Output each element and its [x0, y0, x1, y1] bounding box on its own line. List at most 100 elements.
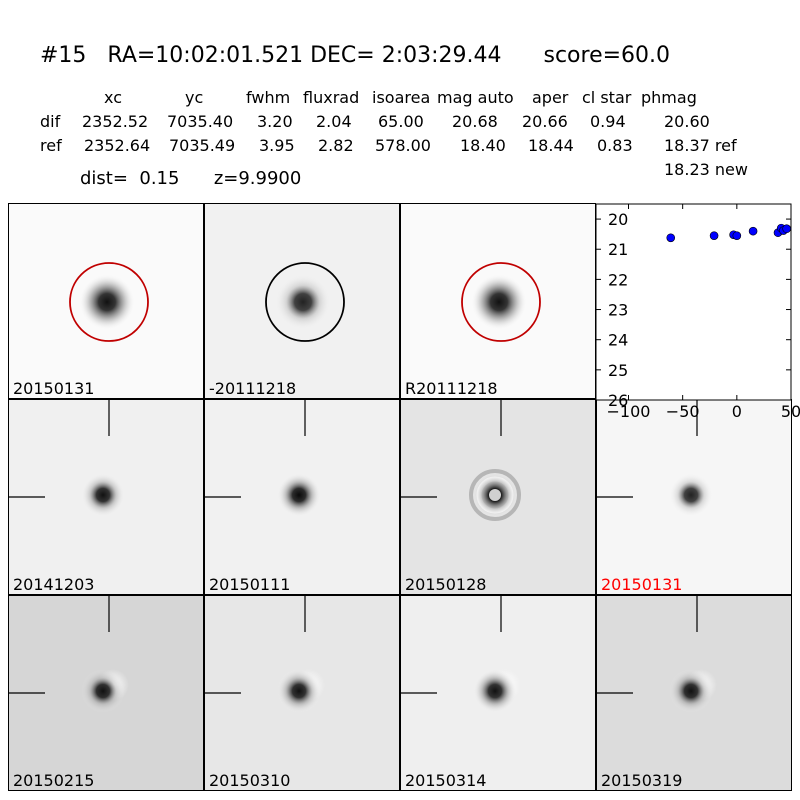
source-blob [79, 274, 135, 330]
table-cell: 2352.52 [82, 112, 149, 131]
table-cell: 18.40 [460, 136, 506, 155]
source-blob [81, 669, 125, 713]
stamp-date-label: -20111218 [209, 379, 297, 398]
data-point [709, 231, 719, 240]
image-stamp: 20150215 [8, 595, 204, 791]
column-header: aper [532, 88, 569, 107]
image-stamp: 20150131 [8, 203, 204, 399]
stamp-date-label: 20141203 [13, 575, 95, 594]
stamp-date-label: R20111218 [405, 379, 498, 398]
candidate-id: #15 [40, 43, 87, 68]
source-blob [275, 274, 331, 330]
table-cell: 2.82 [318, 136, 354, 155]
light-curve-panel: −100 −50 0 50 20 21 22 23 24 25 26 [596, 203, 800, 421]
table-cell: 2.04 [316, 112, 352, 131]
x-tick-label: −50 [666, 402, 700, 421]
y-tick-label: 21 [608, 240, 628, 259]
table-cell: 7035.49 [169, 136, 236, 155]
column-header: cl star [582, 88, 632, 107]
plot-frame [596, 203, 792, 401]
stamp-image [9, 400, 125, 517]
source-blob [473, 669, 517, 713]
data-point [732, 231, 742, 240]
aperture-circle [461, 262, 541, 342]
column-header: mag auto [437, 88, 514, 107]
table-cell: 0.94 [590, 112, 626, 131]
stamp-date-label: 20150128 [405, 575, 487, 594]
stamp-date-label: 20150131 [13, 379, 95, 398]
x-tick-label: 0 [732, 402, 742, 421]
source-blob [277, 669, 321, 713]
stamp-image [597, 400, 713, 517]
stamp-date-label: 20150111 [209, 575, 291, 594]
source-blob [669, 473, 713, 517]
image-stamp: 20150310 [204, 595, 400, 791]
stamp-image [9, 596, 129, 713]
stamp-date-label: 20150131 [601, 575, 683, 594]
source-blob [277, 473, 321, 517]
dist-value: dist= 0.15 [80, 168, 180, 189]
data-point [666, 233, 676, 243]
table-cell: 3.20 [257, 112, 293, 131]
y-tick-label: 24 [608, 331, 628, 350]
data-point [748, 226, 758, 236]
info-line: dist= 0.15 z=9.9900 [80, 170, 301, 188]
x-tick-label: 50 [781, 402, 800, 421]
image-stamp: 20150128 [400, 399, 596, 595]
aperture-circle [265, 262, 345, 342]
table-cell: 7035.40 [167, 112, 234, 131]
candidate-score: score=60.0 [543, 43, 671, 68]
table-cell: 0.83 [597, 136, 633, 155]
stamp-date-label: 20150310 [209, 771, 291, 790]
image-stamp: R20111218 [400, 203, 596, 399]
image-stamp: -20111218 [204, 203, 400, 399]
stamp-image [205, 596, 325, 713]
column-header: fwhm [246, 88, 291, 107]
column-header: fluxrad [303, 88, 360, 107]
stamp-date-label: 20150314 [405, 771, 487, 790]
stamp-image [461, 262, 541, 342]
stamp-date-label: 20150319 [601, 771, 683, 790]
stamp-image [265, 262, 345, 342]
table-cell: 2352.64 [84, 136, 151, 155]
column-header: phmag [641, 88, 697, 107]
image-stamp: 20150319 [596, 595, 792, 791]
image-stamp: 20141203 [8, 399, 204, 595]
phmag-new: 18.23 new [664, 160, 748, 179]
stamp-date-label: 20150215 [13, 771, 95, 790]
row-label: dif [40, 112, 61, 131]
candidate-coords: RA=10:02:01.521 DEC= 2:03:29.44 [107, 43, 502, 68]
table-cell: 20.68 [452, 112, 498, 131]
table-cell: 578.00 [375, 136, 431, 155]
column-header: yc [185, 88, 204, 107]
aperture-circle [69, 262, 149, 342]
stamp-image [69, 262, 149, 342]
image-stamp: 20150111 [204, 399, 400, 595]
table-cell: 20.60 [664, 112, 710, 131]
source-blob [81, 473, 125, 517]
image-stamp: 20150314 [400, 595, 596, 791]
source-blob [471, 274, 527, 330]
y-tick-label: 20 [608, 210, 628, 229]
table-cell: 3.95 [259, 136, 295, 155]
image-stamp: 20150131 [596, 399, 792, 595]
stamp-image [401, 400, 521, 521]
stamp-image [597, 596, 717, 713]
page-title: #15 RA=10:02:01.521 DEC= 2:03:29.44 scor… [40, 45, 670, 67]
table-cell: 20.66 [522, 112, 568, 131]
data-point [782, 224, 791, 234]
stamp-image [205, 400, 321, 517]
table-cell: 18.37 ref [664, 136, 737, 155]
column-header: xc [104, 88, 122, 107]
y-tick-label: 25 [608, 361, 628, 380]
row-label: ref [40, 136, 62, 155]
stamp-image [401, 596, 521, 713]
source-blob [669, 669, 713, 713]
table-cell: 18.44 [528, 136, 574, 155]
column-header: isoarea [372, 88, 431, 107]
y-tick-label: 22 [608, 270, 628, 289]
y-tick-label: 23 [608, 301, 628, 320]
x-tick-label: −100 [607, 402, 651, 421]
z-value: z=9.9900 [213, 168, 302, 189]
